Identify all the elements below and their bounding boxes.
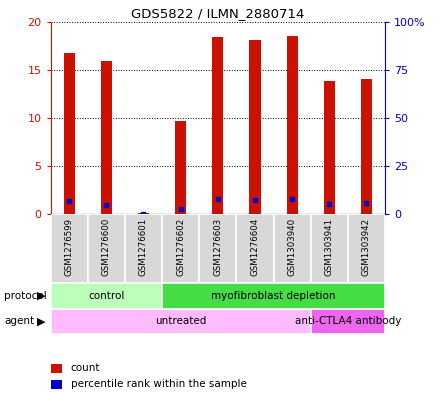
Bar <box>162 214 199 283</box>
Bar <box>212 37 224 214</box>
Text: GSM1276599: GSM1276599 <box>65 218 73 275</box>
Bar <box>51 380 62 389</box>
Bar <box>348 214 385 283</box>
Text: GSM1276600: GSM1276600 <box>102 218 111 276</box>
Bar <box>286 36 298 214</box>
Text: GSM1276604: GSM1276604 <box>250 218 260 276</box>
Text: agent: agent <box>4 316 34 326</box>
Text: GSM1276603: GSM1276603 <box>213 218 222 276</box>
Bar <box>88 214 125 283</box>
Bar <box>274 214 311 283</box>
Text: count: count <box>71 364 100 373</box>
Bar <box>125 214 162 283</box>
Text: untreated: untreated <box>155 316 206 326</box>
Bar <box>324 81 335 214</box>
Bar <box>51 309 311 334</box>
Bar <box>361 79 372 214</box>
Bar <box>51 283 162 309</box>
Bar <box>236 214 274 283</box>
Title: GDS5822 / ILMN_2880714: GDS5822 / ILMN_2880714 <box>131 7 304 20</box>
Text: anti-CTLA4 antibody: anti-CTLA4 antibody <box>295 316 401 326</box>
Text: ▶: ▶ <box>37 316 46 326</box>
Text: GSM1276601: GSM1276601 <box>139 218 148 276</box>
Bar <box>64 53 75 214</box>
Bar <box>138 213 149 214</box>
Bar <box>249 40 260 214</box>
Bar <box>101 61 112 214</box>
Text: GSM1303942: GSM1303942 <box>362 218 371 276</box>
Bar <box>311 309 385 334</box>
Text: GSM1276602: GSM1276602 <box>176 218 185 276</box>
Bar <box>162 283 385 309</box>
Text: myofibroblast depletion: myofibroblast depletion <box>211 291 336 301</box>
Bar <box>51 214 88 283</box>
Text: protocol: protocol <box>4 291 47 301</box>
Text: ▶: ▶ <box>37 291 46 301</box>
Bar <box>51 364 62 373</box>
Bar <box>175 121 186 214</box>
Text: GSM1303941: GSM1303941 <box>325 218 334 276</box>
Text: control: control <box>88 291 125 301</box>
Text: GSM1303940: GSM1303940 <box>288 218 297 276</box>
Bar <box>199 214 236 283</box>
Text: percentile rank within the sample: percentile rank within the sample <box>71 379 246 389</box>
Bar <box>311 214 348 283</box>
